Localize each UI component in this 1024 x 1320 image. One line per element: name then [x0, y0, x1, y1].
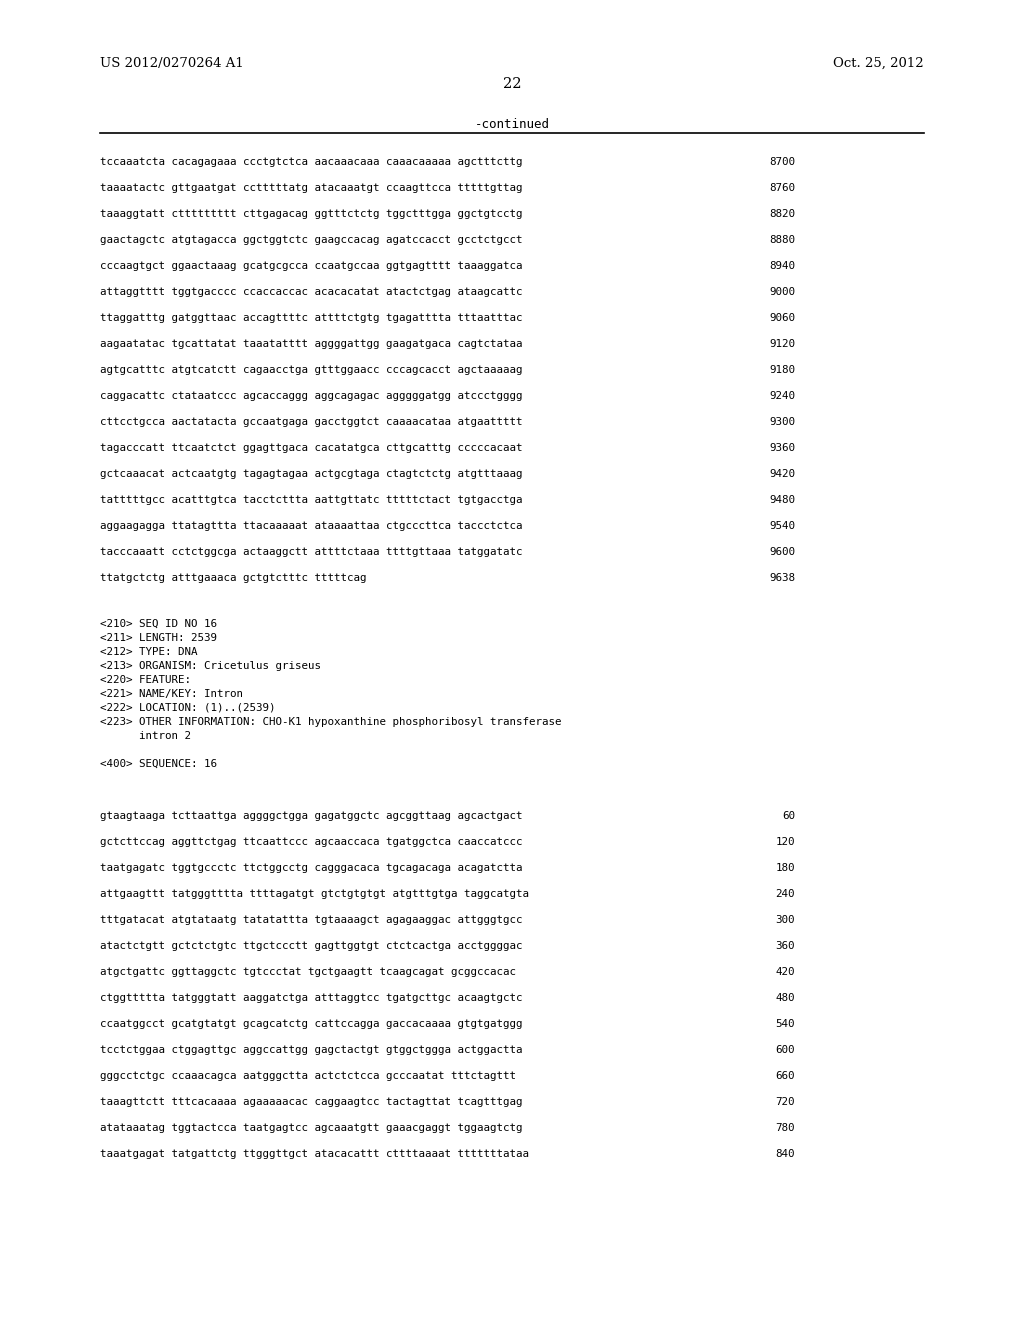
Text: taaaggtatt cttttttttt cttgagacag ggtttctctg tggctttgga ggctgtcctg: taaaggtatt cttttttttt cttgagacag ggtttct…	[100, 209, 522, 219]
Text: 780: 780	[775, 1123, 795, 1133]
Text: ctggttttta tatgggtatt aaggatctga atttaggtcc tgatgcttgc acaagtgctc: ctggttttta tatgggtatt aaggatctga atttagg…	[100, 993, 522, 1003]
Text: -continued: -continued	[474, 117, 550, 131]
Text: taaagttctt tttcacaaaa agaaaaacac caggaagtcc tactagttat tcagtttgag: taaagttctt tttcacaaaa agaaaaacac caggaag…	[100, 1097, 522, 1107]
Text: 8940: 8940	[769, 261, 795, 271]
Text: 840: 840	[775, 1148, 795, 1159]
Text: taatgagatc tggtgccctc ttctggcctg cagggacaca tgcagacaga acagatctta: taatgagatc tggtgccctc ttctggcctg cagggac…	[100, 863, 522, 873]
Text: taaaatactc gttgaatgat cctttttatg atacaaatgt ccaagttcca tttttgttag: taaaatactc gttgaatgat cctttttatg atacaaa…	[100, 183, 522, 193]
Text: <213> ORGANISM: Cricetulus griseus: <213> ORGANISM: Cricetulus griseus	[100, 661, 321, 671]
Text: 9240: 9240	[769, 391, 795, 401]
Text: aggaagagga ttatagttta ttacaaaaat ataaaattaa ctgcccttca taccctctca: aggaagagga ttatagttta ttacaaaaat ataaaat…	[100, 521, 522, 531]
Text: tagacccatt ttcaatctct ggagttgaca cacatatgca cttgcatttg cccccacaat: tagacccatt ttcaatctct ggagttgaca cacatat…	[100, 444, 522, 453]
Text: 240: 240	[775, 888, 795, 899]
Text: tacccaaatt cctctggcga actaaggctt attttctaaa ttttgttaaa tatggatatc: tacccaaatt cctctggcga actaaggctt attttct…	[100, 546, 522, 557]
Text: <210> SEQ ID NO 16: <210> SEQ ID NO 16	[100, 619, 217, 630]
Text: ccaatggcct gcatgtatgt gcagcatctg cattccagga gaccacaaaa gtgtgatggg: ccaatggcct gcatgtatgt gcagcatctg cattcca…	[100, 1019, 522, 1030]
Text: gtaagtaaga tcttaattga aggggctgga gagatggctc agcggttaag agcactgact: gtaagtaaga tcttaattga aggggctgga gagatgg…	[100, 810, 522, 821]
Text: 9480: 9480	[769, 495, 795, 506]
Text: <221> NAME/KEY: Intron: <221> NAME/KEY: Intron	[100, 689, 243, 700]
Text: <211> LENGTH: 2539: <211> LENGTH: 2539	[100, 634, 217, 643]
Text: <222> LOCATION: (1)..(2539): <222> LOCATION: (1)..(2539)	[100, 704, 275, 713]
Text: agtgcatttc atgtcatctt cagaacctga gtttggaacc cccagcacct agctaaaaag: agtgcatttc atgtcatctt cagaacctga gtttgga…	[100, 366, 522, 375]
Text: tccaaatcta cacagagaaa ccctgtctca aacaaacaaa caaacaaaaa agctttcttg: tccaaatcta cacagagaaa ccctgtctca aacaaac…	[100, 157, 522, 168]
Text: 9600: 9600	[769, 546, 795, 557]
Text: caggacattc ctataatccc agcaccaggg aggcagagac agggggatgg atccctgggg: caggacattc ctataatccc agcaccaggg aggcaga…	[100, 391, 522, 401]
Text: intron 2: intron 2	[100, 731, 191, 741]
Text: gctcttccag aggttctgag ttcaattccc agcaaccaca tgatggctca caaccatccc: gctcttccag aggttctgag ttcaattccc agcaacc…	[100, 837, 522, 847]
Text: aagaatatac tgcattatat taaatatttt aggggattgg gaagatgaca cagtctataa: aagaatatac tgcattatat taaatatttt aggggat…	[100, 339, 522, 348]
Text: tcctctggaa ctggagttgc aggccattgg gagctactgt gtggctggga actggactta: tcctctggaa ctggagttgc aggccattgg gagctac…	[100, 1045, 522, 1055]
Text: tatttttgcc acatttgtca tacctcttta aattgttatc tttttctact tgtgacctga: tatttttgcc acatttgtca tacctcttta aattgtt…	[100, 495, 522, 506]
Text: 420: 420	[775, 968, 795, 977]
Text: gctcaaacat actcaatgtg tagagtagaa actgcgtaga ctagtctctg atgtttaaag: gctcaaacat actcaatgtg tagagtagaa actgcgt…	[100, 469, 522, 479]
Text: 8820: 8820	[769, 209, 795, 219]
Text: 540: 540	[775, 1019, 795, 1030]
Text: 9000: 9000	[769, 286, 795, 297]
Text: atataaatag tggtactcca taatgagtcc agcaaatgtt gaaacgaggt tggaagtctg: atataaatag tggtactcca taatgagtcc agcaaat…	[100, 1123, 522, 1133]
Text: tttgatacat atgtataatg tatatattta tgtaaaagct agagaaggac attgggtgcc: tttgatacat atgtataatg tatatattta tgtaaaa…	[100, 915, 522, 925]
Text: gggcctctgc ccaaacagca aatgggctta actctctcca gcccaatat tttctagttt: gggcctctgc ccaaacagca aatgggctta actctct…	[100, 1071, 516, 1081]
Text: 8880: 8880	[769, 235, 795, 246]
Text: <400> SEQUENCE: 16: <400> SEQUENCE: 16	[100, 759, 217, 770]
Text: 360: 360	[775, 941, 795, 950]
Text: <220> FEATURE:: <220> FEATURE:	[100, 675, 191, 685]
Text: 720: 720	[775, 1097, 795, 1107]
Text: ttatgctctg atttgaaaca gctgtctttc tttttcag: ttatgctctg atttgaaaca gctgtctttc tttttca…	[100, 573, 367, 583]
Text: attgaagttt tatgggtttta ttttagatgt gtctgtgtgt atgtttgtga taggcatgta: attgaagttt tatgggtttta ttttagatgt gtctgt…	[100, 888, 529, 899]
Text: 9540: 9540	[769, 521, 795, 531]
Text: cccaagtgct ggaactaaag gcatgcgcca ccaatgccaa ggtgagtttt taaaggatca: cccaagtgct ggaactaaag gcatgcgcca ccaatgc…	[100, 261, 522, 271]
Text: 60: 60	[782, 810, 795, 821]
Text: cttcctgcca aactatacta gccaatgaga gacctggtct caaaacataa atgaattttt: cttcctgcca aactatacta gccaatgaga gacctgg…	[100, 417, 522, 426]
Text: 22: 22	[503, 77, 521, 91]
Text: 8760: 8760	[769, 183, 795, 193]
Text: 180: 180	[775, 863, 795, 873]
Text: 9420: 9420	[769, 469, 795, 479]
Text: US 2012/0270264 A1: US 2012/0270264 A1	[100, 57, 244, 70]
Text: 600: 600	[775, 1045, 795, 1055]
Text: <223> OTHER INFORMATION: CHO-K1 hypoxanthine phosphoribosyl transferase: <223> OTHER INFORMATION: CHO-K1 hypoxant…	[100, 717, 561, 727]
Text: 9300: 9300	[769, 417, 795, 426]
Text: atactctgtt gctctctgtc ttgctccctt gagttggtgt ctctcactga acctggggac: atactctgtt gctctctgtc ttgctccctt gagttgg…	[100, 941, 522, 950]
Text: 9360: 9360	[769, 444, 795, 453]
Text: ttaggatttg gatggttaac accagttttc attttctgtg tgagatttta tttaatttac: ttaggatttg gatggttaac accagttttc attttct…	[100, 313, 522, 323]
Text: Oct. 25, 2012: Oct. 25, 2012	[834, 57, 924, 70]
Text: 9120: 9120	[769, 339, 795, 348]
Text: gaactagctc atgtagacca ggctggtctc gaagccacag agatccacct gcctctgcct: gaactagctc atgtagacca ggctggtctc gaagcca…	[100, 235, 522, 246]
Text: 8700: 8700	[769, 157, 795, 168]
Text: attaggtttt tggtgacccc ccaccaccac acacacatat atactctgag ataagcattc: attaggtttt tggtgacccc ccaccaccac acacaca…	[100, 286, 522, 297]
Text: atgctgattc ggttaggctc tgtccctat tgctgaagtt tcaagcagat gcggccacac: atgctgattc ggttaggctc tgtccctat tgctgaag…	[100, 968, 516, 977]
Text: 300: 300	[775, 915, 795, 925]
Text: 9060: 9060	[769, 313, 795, 323]
Text: <212> TYPE: DNA: <212> TYPE: DNA	[100, 647, 198, 657]
Text: 480: 480	[775, 993, 795, 1003]
Text: 120: 120	[775, 837, 795, 847]
Text: 660: 660	[775, 1071, 795, 1081]
Text: 9180: 9180	[769, 366, 795, 375]
Text: 9638: 9638	[769, 573, 795, 583]
Text: taaatgagat tatgattctg ttgggttgct atacacattt cttttaaaat tttttttataa: taaatgagat tatgattctg ttgggttgct atacaca…	[100, 1148, 529, 1159]
